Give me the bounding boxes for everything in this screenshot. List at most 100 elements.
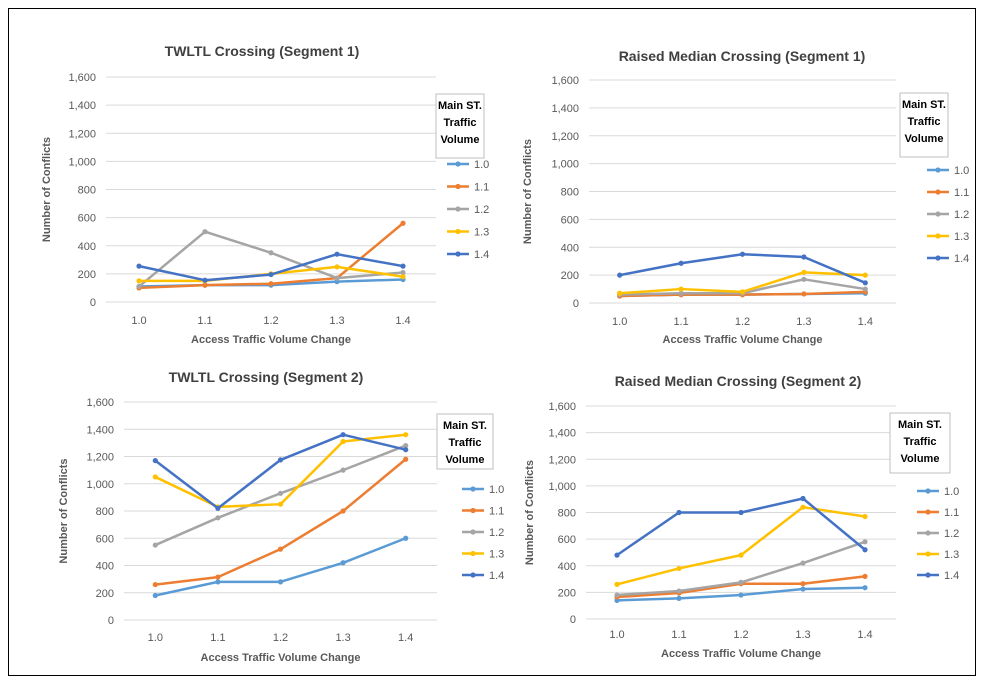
data-point-1.4-1.3 xyxy=(800,495,806,502)
data-point-1.4-1.1 xyxy=(202,277,208,283)
x-tick-label: 1.2 xyxy=(263,315,278,327)
legend-label: 1.2 xyxy=(954,209,969,221)
legend-label: 1.1 xyxy=(944,507,959,519)
legend-marker-1.2 xyxy=(455,206,461,212)
data-point-1.2-1.4 xyxy=(862,286,868,292)
data-point-1.2-1.1 xyxy=(202,229,208,235)
data-point-1.4-1.3 xyxy=(334,251,340,257)
legend-marker-1.4 xyxy=(455,251,461,257)
legend-marker-1.0 xyxy=(470,486,476,492)
y-tick-label: 800 xyxy=(558,508,576,520)
y-tick-label: 200 xyxy=(96,588,114,600)
data-point-1.4-1.1 xyxy=(676,509,682,516)
x-tick-label: 1.4 xyxy=(395,315,410,327)
x-tick-label: 1.1 xyxy=(671,629,686,641)
x-axis-label: Access Traffic Volume Change xyxy=(663,334,823,346)
legend-label: 1.3 xyxy=(489,549,504,561)
data-point-1.2-1.2 xyxy=(268,250,274,256)
legend-label: 1.3 xyxy=(474,227,489,239)
legend-title-line: Main ST. xyxy=(438,100,482,112)
y-tick-label: 400 xyxy=(561,242,579,254)
legend-label: 1.4 xyxy=(474,249,489,261)
data-point-1.2-1.0 xyxy=(152,542,158,548)
data-point-1.0-1.1 xyxy=(215,579,221,585)
y-tick-label: 1,400 xyxy=(551,103,579,115)
data-point-1.2-1.0 xyxy=(614,592,620,598)
data-point-1.0-1.3 xyxy=(340,560,346,566)
y-axis-label: Number of Conflicts xyxy=(522,139,534,244)
chart-panel-2: Raised Median Crossing (Segment 1) 0 200 40… xyxy=(522,48,969,346)
data-point-1.3-1.3 xyxy=(334,264,340,270)
legend-label: 1.2 xyxy=(489,527,504,539)
legend-marker-1.1 xyxy=(935,189,941,195)
data-point-1.3-1.0 xyxy=(614,581,620,587)
legend-marker-1.1 xyxy=(925,509,931,515)
x-axis-label: Access Traffic Volume Change xyxy=(661,648,821,660)
x-tick-label: 1.4 xyxy=(398,632,413,644)
x-tick-label: 1.2 xyxy=(273,632,288,644)
data-point-1.0-1.4 xyxy=(403,535,409,541)
y-tick-label: 600 xyxy=(561,214,579,226)
legend-label: 1.0 xyxy=(489,484,504,496)
data-point-1.4-1.2 xyxy=(738,509,744,516)
data-point-1.2-1.4 xyxy=(862,539,868,545)
data-point-1.4-1.3 xyxy=(801,254,807,260)
legend-marker-1.1 xyxy=(455,183,461,190)
y-axis-label: Number of Conflicts xyxy=(41,137,53,242)
y-tick-label: 1,400 xyxy=(548,428,576,440)
data-point-1.4-1.2 xyxy=(739,251,746,257)
y-tick-label: 600 xyxy=(558,534,576,546)
data-point-1.3-1.0 xyxy=(617,290,623,296)
legend-title-line: Main ST. xyxy=(902,99,946,111)
legend-title-line: Traffic xyxy=(448,437,481,449)
legend-title-line: Traffic xyxy=(907,116,940,128)
y-tick-label: 1,000 xyxy=(68,156,96,168)
x-tick-label: 1.2 xyxy=(735,316,750,328)
data-point-1.1-1.3 xyxy=(801,291,807,297)
data-point-1.3-1.0 xyxy=(136,278,142,284)
y-tick-label: 200 xyxy=(78,269,96,281)
data-point-1.3-1.2 xyxy=(738,552,744,558)
data-point-1.4-1.2 xyxy=(268,271,274,278)
data-point-1.2-1.0 xyxy=(136,283,142,290)
chart-title: TWLTL Crossing (Segment 2) xyxy=(169,369,364,385)
y-axis-label: Number of Conflicts xyxy=(58,458,70,563)
chart-title: Raised Median Crossing (Segment 1) xyxy=(619,48,866,64)
legend-marker-1.0 xyxy=(935,167,941,173)
y-tick-label: 600 xyxy=(96,533,114,545)
y-tick-label: 0 xyxy=(90,297,96,309)
y-tick-label: 1,200 xyxy=(551,131,579,143)
data-point-1.0-1.2 xyxy=(738,592,744,598)
legend-marker-1.2 xyxy=(925,530,931,536)
data-point-1.2-1.3 xyxy=(334,275,340,281)
legend-title-line: Volume xyxy=(905,133,944,145)
data-point-1.2-1.4 xyxy=(400,269,406,276)
legend-label: 1.1 xyxy=(954,187,969,199)
data-point-1.1-1.3 xyxy=(800,581,806,587)
data-point-1.4-1.2 xyxy=(277,457,284,463)
y-tick-label: 0 xyxy=(573,298,579,310)
legend-label: 1.0 xyxy=(954,165,969,177)
data-point-1.1-1.2 xyxy=(268,281,274,287)
data-point-1.0-1.0 xyxy=(152,592,158,599)
legend-marker-1.4 xyxy=(935,255,941,261)
y-tick-label: 1,600 xyxy=(551,75,579,87)
data-point-1.2-1.3 xyxy=(800,560,806,566)
legend-marker-1.0 xyxy=(925,488,931,494)
y-tick-label: 1,200 xyxy=(68,128,96,140)
x-tick-label: 1.2 xyxy=(733,629,748,641)
series-line-1.1 xyxy=(138,222,404,290)
y-tick-label: 400 xyxy=(78,241,96,253)
chart-panel-3: TWLTL Crossing (Segment 2) 0 200 400 600 800 1… xyxy=(58,369,504,664)
y-tick-label: 1,000 xyxy=(86,479,114,491)
x-tick-label: 1.1 xyxy=(210,632,225,644)
x-tick-label: 1.1 xyxy=(673,316,688,328)
legend-marker-1.0 xyxy=(455,161,461,167)
y-tick-label: 1,600 xyxy=(548,401,576,413)
data-point-1.2-1.2 xyxy=(738,579,744,585)
data-point-1.3-1.4 xyxy=(403,432,409,438)
data-point-1.4-1.0 xyxy=(614,552,620,558)
data-point-1.2-1.1 xyxy=(676,588,682,594)
data-point-1.0-1.4 xyxy=(862,585,868,591)
